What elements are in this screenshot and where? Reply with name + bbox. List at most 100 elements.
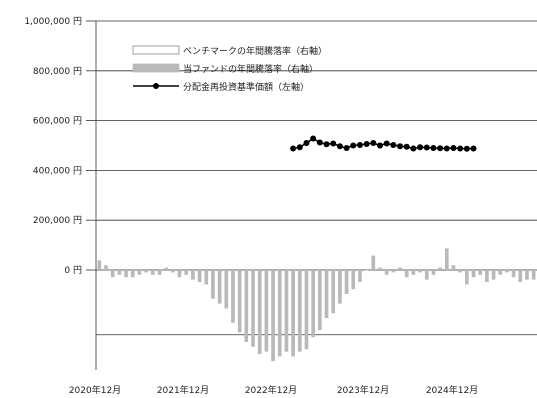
fund-return-bar (491, 270, 496, 280)
y-tick-label: 1,000,000 円 (24, 16, 82, 27)
x-tick-label: 2024年12月 (426, 384, 478, 396)
fund-return-bar (364, 270, 369, 271)
nav-point (376, 142, 383, 149)
nav-point (417, 144, 424, 151)
y-axis-tick-labels: 1,000,000 円 800,000 円 600,000 円 400,000 円 20… (24, 16, 96, 276)
fund-return-bar (130, 270, 135, 278)
nav-point (450, 144, 457, 151)
fund-return-bar (384, 270, 389, 275)
fund-return-bar (451, 265, 456, 270)
legend-swatch-nav-marker (153, 83, 159, 89)
fund-return-bar (485, 270, 489, 282)
nav-point (437, 145, 444, 152)
fund-return-bar (458, 270, 462, 273)
fund-return-bar (191, 270, 195, 280)
fund-return-bar (277, 270, 282, 357)
x-tick-label: 2021年12月 (157, 384, 209, 396)
fund-return-bar (338, 270, 342, 304)
fund-return-bar (144, 270, 148, 273)
fund-return-bar (231, 270, 235, 323)
nav-point (310, 135, 317, 142)
fund-return-bar (157, 270, 162, 275)
nav-point (423, 144, 430, 151)
fund-return-bar (418, 270, 422, 273)
fund-return-bar (304, 270, 309, 350)
legend: ベンチマークの年間騰落率（右軸） 当ファンドの年間騰落率（右軸） 分配金再投資基… (132, 45, 327, 93)
nav-point (457, 145, 464, 152)
fund-return-bar (471, 270, 476, 278)
y-tick-label: 400,000 円 (33, 165, 82, 176)
fund-return-bar (184, 270, 189, 275)
nav-point (470, 145, 477, 152)
fund-return-bar (204, 270, 209, 285)
fund-return-bar (391, 270, 396, 273)
fund-return-bar (104, 265, 108, 270)
nav-point (443, 145, 450, 152)
fund-return-bar (224, 270, 229, 309)
fund-return-bar (264, 270, 269, 352)
x-tick-label: 2023年12月 (337, 384, 389, 396)
fund-return-bar (505, 270, 509, 273)
fund-return-bar (197, 270, 202, 282)
nav-point (410, 145, 417, 152)
fund-return-bar (358, 270, 362, 282)
x-tick-label: 2022年12月 (245, 384, 297, 396)
fund-return-bar (398, 267, 402, 270)
fund-return-bar (137, 270, 142, 275)
fund-return-bar (110, 270, 115, 278)
y-tick-label: 600,000 円 (33, 116, 82, 127)
fund-return-bar (311, 270, 315, 338)
fund-return-bar (257, 270, 262, 354)
fund-return-bar (478, 270, 483, 275)
fund-return-bar (444, 248, 449, 270)
x-axis-tick-labels: 2020年12月 2021年12月 2022年12月 2023年12月 2024年12月 (69, 384, 478, 396)
legend-label-nav: 分配金再投資基準価額（左軸） (183, 81, 309, 93)
fund-return-bar (531, 270, 536, 280)
fund-return-bar (251, 270, 255, 347)
fund-return-bar (378, 267, 382, 270)
fund-return-bar (124, 270, 128, 278)
nav-point (303, 140, 310, 147)
fund-return-bar (244, 270, 249, 342)
fund-return-bar (351, 270, 356, 290)
nav-point (356, 142, 363, 149)
fund-return-bar (211, 270, 215, 299)
nav-line-series (290, 135, 477, 152)
fund-return-bar (291, 270, 295, 357)
x-tick-label: 2020年12月 (69, 384, 121, 396)
nav-point (330, 140, 337, 147)
nav-point (290, 145, 297, 152)
fund-return-bar (324, 270, 329, 318)
y-tick-label: 0 円 (64, 265, 82, 276)
fund-return-bar (164, 267, 168, 270)
legend-swatch-fund (132, 63, 180, 73)
fund-return-bar (117, 270, 122, 275)
nav-point (403, 143, 410, 150)
fund-return-bar (297, 270, 302, 352)
fund-return-bar (97, 260, 102, 270)
fund-return-bar (150, 270, 155, 275)
fund-return-bar (511, 270, 516, 278)
nav-point (296, 144, 303, 151)
fund-return-bar (318, 270, 322, 330)
nav-point (343, 144, 350, 151)
nav-point (463, 145, 470, 152)
fund-return-bar (217, 270, 222, 304)
fund-return-bar (177, 270, 182, 278)
fund-return-bar (424, 270, 429, 280)
nav-line (292, 137, 474, 150)
nav-point (390, 142, 397, 149)
fund-return-bar (237, 270, 242, 333)
fund-return-bar (171, 270, 175, 273)
fund-return-bar (431, 270, 436, 275)
fund-return-bar (438, 267, 442, 270)
y-tick-label: 800,000 円 (33, 66, 82, 77)
nav-point (397, 143, 404, 150)
legend-label-benchmark: ベンチマークの年間騰落率（右軸） (183, 45, 327, 57)
nav-point (323, 141, 330, 148)
legend-swatch-benchmark (132, 45, 180, 55)
nav-point (370, 140, 377, 147)
nav-point (363, 141, 370, 148)
fund-return-bar (525, 270, 529, 280)
